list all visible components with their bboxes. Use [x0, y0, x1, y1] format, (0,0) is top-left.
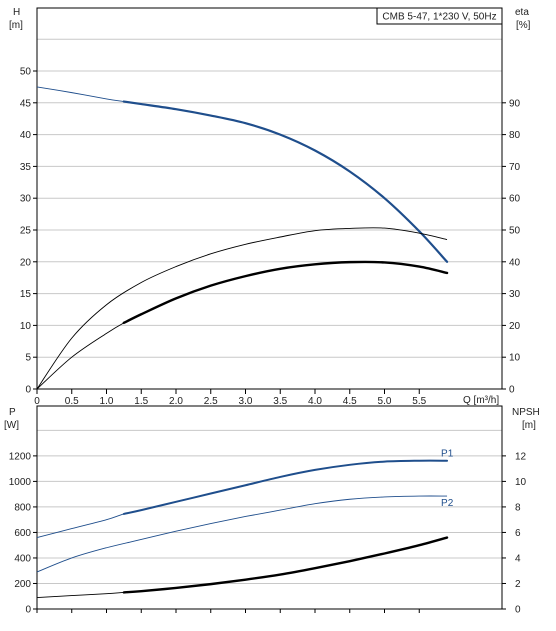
x-tick-label: 1.0 — [100, 396, 114, 407]
head-tick-label: 10 — [20, 321, 32, 332]
power-tick-label: 1200 — [9, 451, 32, 462]
efficiency-tick-label: 80 — [509, 130, 521, 141]
efficiency-tick-label: 0 — [509, 385, 515, 396]
head-tick-label: 30 — [20, 194, 32, 205]
power-p1-curve-thin — [36, 460, 448, 538]
npsh-axis-unit: [m] — [522, 420, 536, 431]
npsh-tick-label: 12 — [515, 451, 527, 462]
efficiency-tick-label: 20 — [509, 321, 521, 332]
head-tick-label: 40 — [20, 130, 32, 141]
head-tick-label: 25 — [20, 226, 32, 237]
x-tick-label: 2.5 — [204, 396, 218, 407]
efficiency-curve-total — [122, 260, 449, 325]
legend-box — [376, 7, 503, 25]
power-tick-label: 1000 — [9, 477, 32, 488]
npsh-tick-label: 2 — [515, 579, 521, 590]
npsh-curve-thin — [36, 537, 448, 598]
efficiency-axis-unit: [%] — [516, 20, 531, 31]
head-curve-thin — [36, 86, 448, 263]
efficiency-axis-label: eta — [515, 7, 529, 18]
efficiency-curve-pump-thin — [36, 227, 448, 390]
x-tick-label: 3.0 — [239, 396, 253, 407]
efficiency-tick-label: 40 — [509, 257, 521, 268]
efficiency-tick-label: 70 — [509, 162, 521, 173]
head-tick-label: 45 — [20, 98, 32, 109]
power-npsh-panel: 0 200 400 600 800 1000 1200 0 2 4 6 8 10 12 P1 P2 P [W… — [4, 405, 540, 616]
power-tick-label: 200 — [14, 579, 31, 590]
power-tick-label: 600 — [14, 528, 31, 539]
npsh-tick-label: 4 — [515, 553, 521, 564]
head-tick-label: 15 — [20, 289, 32, 300]
npsh-tick-label: 6 — [515, 528, 521, 539]
legend-box-label: CMB 5-47, 1*230 V, 50Hz — [382, 12, 496, 23]
x-tick-label: 1.5 — [134, 396, 148, 407]
power-tick-label: 800 — [14, 502, 31, 513]
power-axis-label: P — [9, 407, 16, 418]
series-label-p2: P2 — [441, 498, 454, 509]
x-tick-label: 5.0 — [378, 396, 392, 407]
npsh-axis-label: NPSH — [512, 407, 540, 418]
head-tick-label: 20 — [20, 257, 32, 268]
head-axis-label: H — [13, 7, 20, 18]
head-tick-label: 5 — [25, 353, 31, 364]
head-tick-label: 35 — [20, 162, 32, 173]
efficiency-tick-label: 30 — [509, 289, 521, 300]
head-tick-label: 0 — [25, 385, 31, 396]
npsh-curve — [122, 536, 449, 594]
bottom-plot-frame — [36, 405, 503, 610]
power-axis-unit: [W] — [4, 420, 19, 431]
x-tick-label: 2.0 — [169, 396, 183, 407]
x-tick-label: 0 — [34, 396, 40, 407]
x-tick-label: 4.0 — [308, 396, 322, 407]
x-tick-label: 4.5 — [343, 396, 357, 407]
x-tick-label: 3.5 — [273, 396, 287, 407]
power-p2-curve-thin — [36, 495, 448, 573]
power-tick-label: 400 — [14, 553, 31, 564]
series-label-p1: P1 — [441, 449, 454, 460]
head-curve — [122, 100, 449, 263]
flow-axis-label: Q [m³/h] — [463, 395, 499, 406]
head-axis-unit: [m] — [9, 20, 23, 31]
x-tick-label: 0.5 — [65, 396, 79, 407]
npsh-tick-label: 0 — [515, 605, 521, 616]
power-p1-curve — [122, 459, 449, 515]
power-tick-label: 0 — [25, 605, 31, 616]
npsh-tick-label: 8 — [515, 502, 521, 513]
x-tick-label: 5.5 — [412, 396, 426, 407]
efficiency-tick-label: 10 — [509, 353, 521, 364]
head-tick-label: 50 — [20, 67, 32, 78]
efficiency-tick-label: 50 — [509, 226, 521, 237]
performance-curve-panel: 0 0.5 1.0 1.5 2.0 2.5 3.0 3.5 4.0 4.5 5.0 5.5 0 5 10 15… — [9, 7, 531, 407]
efficiency-tick-label: 60 — [509, 194, 521, 205]
npsh-tick-label: 10 — [515, 477, 527, 488]
efficiency-tick-label: 90 — [509, 98, 521, 109]
